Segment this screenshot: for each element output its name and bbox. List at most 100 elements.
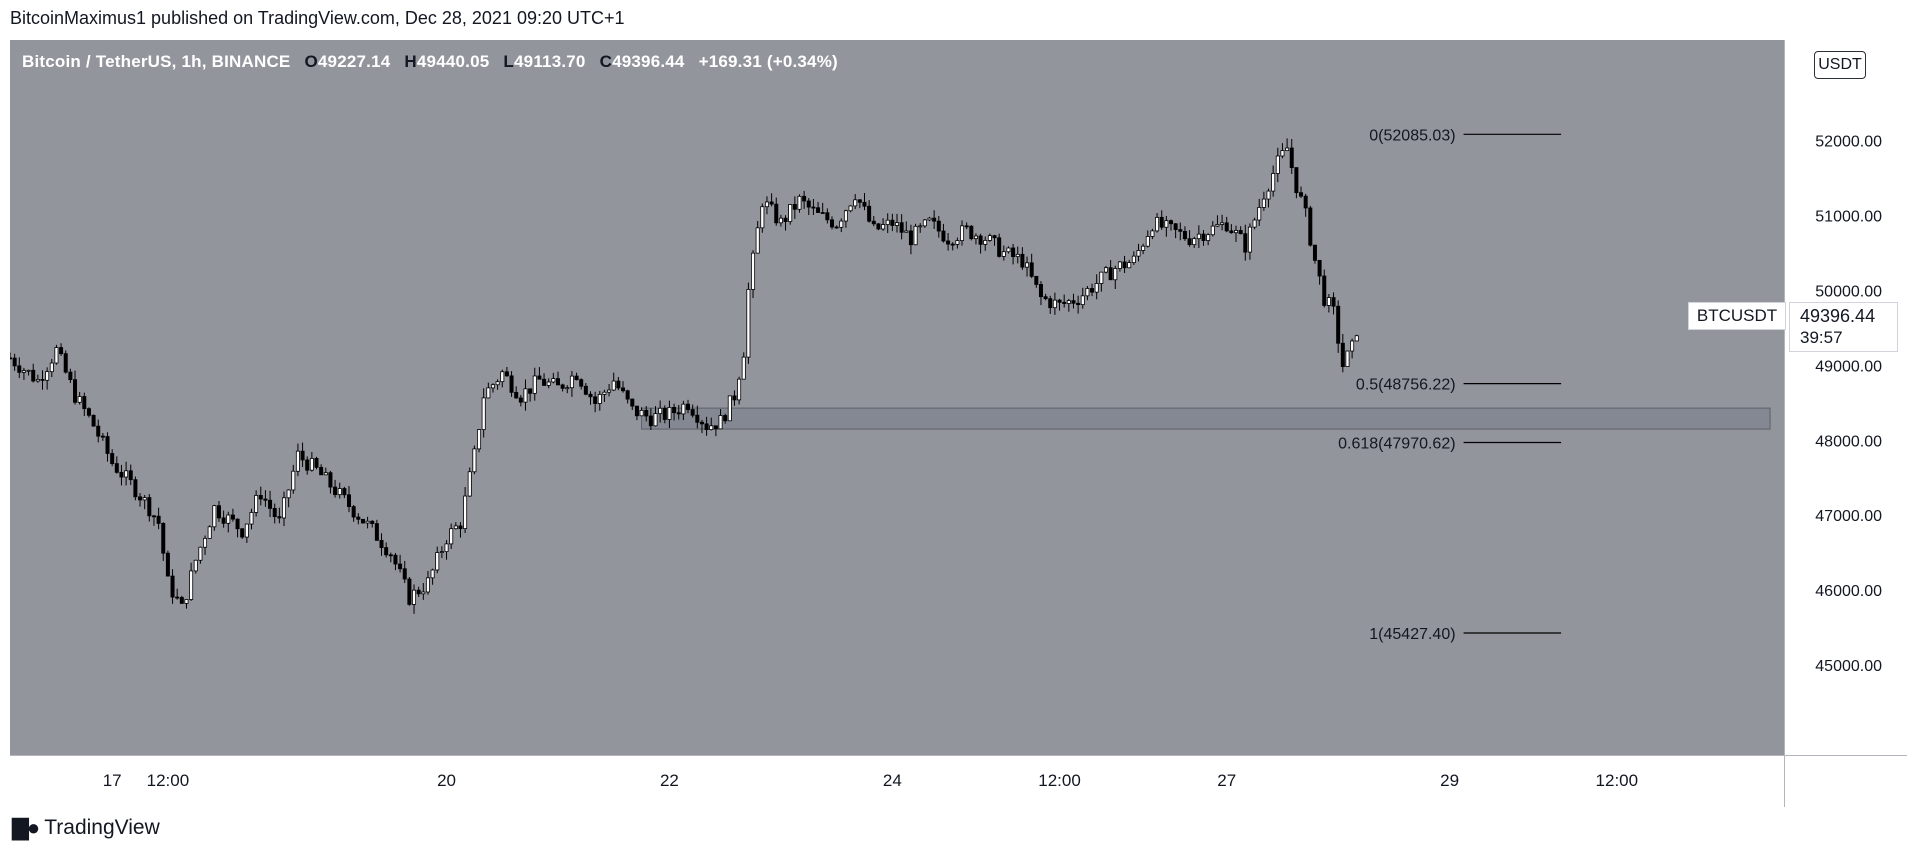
candle-body	[63, 353, 68, 373]
time-tick-label: 12:00	[147, 771, 190, 790]
price-tick-label: 48000.00	[1815, 433, 1882, 450]
price-axis-background	[1784, 40, 1907, 755]
currency-button[interactable]: USDT	[1814, 51, 1866, 79]
candle-body	[634, 405, 639, 417]
candle-body	[560, 384, 565, 389]
candle-body	[151, 515, 156, 518]
candle-body	[1210, 225, 1215, 236]
candle-body	[263, 498, 268, 501]
candle-body	[644, 409, 649, 417]
candle-body	[444, 543, 449, 553]
candle-body	[360, 518, 365, 524]
candle-body	[704, 423, 709, 431]
fib-label: 0(52085.03)	[1369, 127, 1455, 144]
candle-body	[1182, 230, 1187, 240]
footer-brand[interactable]: ▇● TradingView	[12, 815, 160, 841]
price-tick-label: 51000.00	[1815, 209, 1882, 226]
legend-close-value: 49396.44	[612, 52, 685, 71]
candle-body	[333, 486, 338, 496]
candle-body	[407, 578, 412, 605]
candle-body	[992, 235, 997, 239]
candle-body	[518, 397, 523, 403]
candle-body	[871, 220, 876, 225]
candle-body	[124, 470, 129, 478]
candle-body	[337, 488, 342, 496]
candle-body	[737, 378, 742, 401]
candle-body	[1294, 167, 1299, 194]
candle-body	[751, 252, 756, 290]
candle-body	[1011, 247, 1016, 258]
time-tick-label: 29	[1440, 771, 1459, 790]
candle-body	[1015, 253, 1020, 258]
candle-body	[1196, 233, 1201, 240]
candle-body	[193, 559, 198, 572]
candle-body	[268, 499, 273, 509]
candle-body	[1117, 261, 1122, 269]
candle-body	[1312, 244, 1317, 261]
candle-body	[537, 375, 542, 380]
candle-body	[1057, 299, 1062, 303]
candle-body	[1159, 216, 1164, 228]
candle-body	[718, 415, 723, 430]
candle-body	[709, 425, 714, 431]
candle-body	[1048, 298, 1053, 309]
candle-body	[630, 398, 635, 407]
candle-body	[226, 514, 231, 524]
candle-body	[1331, 297, 1336, 307]
candle-body	[388, 554, 393, 557]
legend-close-label: C	[599, 52, 613, 71]
candle-body	[723, 415, 728, 422]
candle-body	[272, 508, 277, 517]
candle-body	[1285, 147, 1290, 152]
price-tick-label: 45000.00	[1815, 658, 1882, 675]
legend-high-value: 49440.05	[416, 52, 490, 71]
candle-body	[477, 429, 482, 450]
candle-body	[1127, 262, 1132, 269]
candle-body	[727, 395, 732, 422]
candle-body	[774, 203, 779, 224]
candle-body	[1001, 251, 1006, 257]
candle-body	[922, 219, 927, 227]
candles	[10, 138, 1359, 614]
candle-body	[472, 448, 477, 473]
candle-body	[384, 547, 389, 556]
candle-body	[857, 199, 862, 203]
chart-frame: 0(52085.03) 0.5(48756.22) 0.618(47970.62) 1…	[10, 40, 1907, 807]
candle-body	[760, 206, 765, 229]
candle-body	[244, 523, 249, 538]
candle-body	[927, 217, 932, 221]
candle-body	[686, 403, 691, 410]
candle-body	[867, 205, 872, 222]
candle-body	[648, 415, 653, 427]
candle-body	[1145, 236, 1150, 247]
candle-body	[430, 569, 435, 579]
fib-label: 0.618(47970.62)	[1338, 436, 1455, 453]
candle-body	[950, 243, 955, 246]
candle-body	[1299, 192, 1304, 197]
candle-body	[1303, 195, 1308, 209]
candle-body	[91, 414, 96, 427]
candle-body	[309, 458, 314, 471]
candle-body	[1071, 300, 1076, 304]
candle-body	[347, 494, 352, 507]
candle-body	[35, 378, 40, 382]
candle-body	[40, 378, 45, 381]
candle-body	[319, 466, 324, 476]
candle-body	[1220, 222, 1225, 225]
candle-body	[1289, 147, 1294, 168]
candle-body	[1275, 155, 1280, 174]
candle-body	[551, 378, 556, 383]
candle-body	[546, 381, 551, 386]
candle-body	[1234, 230, 1239, 234]
candle-body	[486, 387, 491, 399]
candle-body	[1224, 222, 1229, 232]
candle-body	[96, 425, 101, 437]
time-tick-label: 20	[437, 771, 456, 790]
candle-body	[86, 408, 91, 416]
candle-body	[607, 389, 612, 393]
candle-body	[82, 396, 87, 410]
price-chart[interactable]: 0(52085.03) 0.5(48756.22) 0.618(47970.62) 1…	[10, 40, 1907, 807]
candle-body	[128, 470, 133, 481]
candle-body	[806, 200, 811, 208]
support-zone	[641, 407, 1771, 430]
